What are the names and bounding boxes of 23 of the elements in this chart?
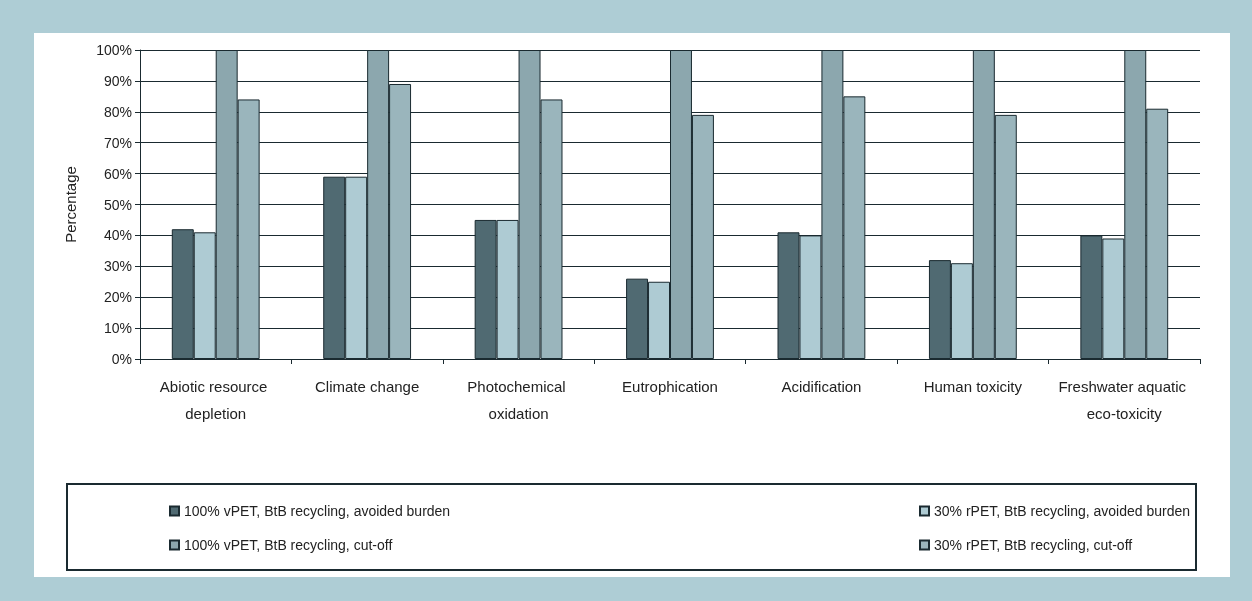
x-tick-label: Freshwater aquatic eco-toxicity xyxy=(1058,378,1191,422)
legend-label: 30% rPET, BtB recycling, cut-off xyxy=(934,537,1133,553)
y-tick-label: 100% xyxy=(96,42,132,58)
legend-label: 30% rPET, BtB recycling, avoided burden xyxy=(934,503,1191,519)
x-tick-label: Abiotic resource depletion xyxy=(159,378,272,422)
x-tick-label: Acidification xyxy=(781,378,862,395)
y-tick-label: 50% xyxy=(103,196,132,213)
y-tick-label: 60% xyxy=(103,165,132,182)
y-tick-label: 10% xyxy=(103,320,132,337)
y-tick-label: 80% xyxy=(103,103,132,120)
legend-label: 100% vPET, BtB recycling, cut-off xyxy=(184,537,393,553)
y-axis-title: Percentage xyxy=(62,166,79,243)
x-tick-label: Climate change xyxy=(315,378,420,395)
x-tick-label: Photochemical oxidation xyxy=(467,378,570,422)
y-tick-label: 0% xyxy=(111,351,132,367)
y-tick-label: 30% xyxy=(103,258,132,275)
x-tick-label: Human toxicity xyxy=(923,378,1023,395)
x-tick-label: Eutrophication xyxy=(622,378,718,395)
y-tick-label: 40% xyxy=(103,227,132,244)
y-tick-label: 20% xyxy=(103,289,132,306)
y-tick-label: 90% xyxy=(103,72,132,89)
y-tick-label: 70% xyxy=(103,134,132,151)
legend-label: 100% vPET, BtB recycling, avoided burden xyxy=(184,503,451,519)
